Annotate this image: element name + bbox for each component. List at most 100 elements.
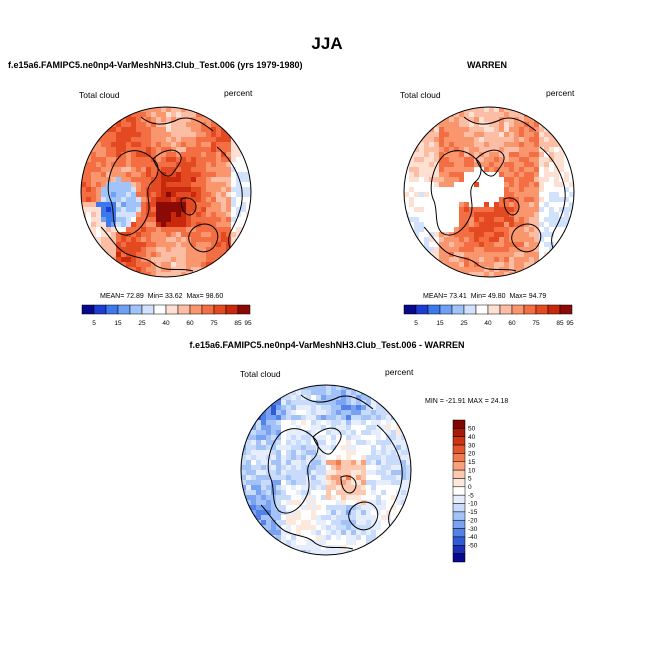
field-cell [306,455,312,461]
field-cell [519,137,525,143]
field-cell [391,495,397,501]
field-cell [216,212,222,218]
field-cell [439,257,445,263]
field-cell [301,540,307,546]
coastline [511,223,542,253]
field-cell [201,162,207,168]
field-cell [554,167,560,173]
field-cell [356,445,362,451]
field-cell [116,167,122,173]
field-cell [126,242,132,248]
field-cell [161,217,167,223]
field-cell [454,162,460,168]
field-cell [409,202,415,208]
field-cell [559,222,565,228]
field-cell [504,152,510,158]
field-cell [176,217,182,223]
field-cell [519,187,525,193]
field-cell [356,440,362,446]
field-cell [459,232,465,238]
field-cell [326,430,332,436]
field-cell [494,132,500,138]
field-cell [489,217,495,223]
field-cell [81,192,87,198]
field-cell [509,182,515,188]
field-cell [136,127,142,133]
field-cell [191,127,197,133]
field-cell [136,257,142,263]
field-cell [86,217,92,223]
field-cell [201,202,207,208]
field-cell [321,425,327,431]
field-cell [271,470,277,476]
field-cell [381,495,387,501]
field-cell [286,435,292,441]
field-cell [504,167,510,173]
field-cell [96,207,102,213]
field-cell [336,530,342,536]
field-cell [171,147,177,153]
field-cell [444,147,450,153]
field-cell [246,157,251,163]
field-cell [101,147,107,153]
field-cell [454,142,460,148]
field-cell [409,232,415,238]
field-cell [241,177,247,183]
field-cell [211,222,217,228]
field-cell [331,550,337,555]
field-cell [381,440,387,446]
field-cell [201,192,207,198]
field-cell [241,435,247,441]
field-cell [544,152,550,158]
field-cell [529,237,535,243]
field-cell [439,247,445,253]
field-cell [216,202,222,208]
field-cell [396,425,402,431]
field-cell [474,127,480,133]
missing-cell [444,227,450,233]
field-cell [499,127,505,133]
map-boundary [240,384,412,556]
field-cell [331,515,337,521]
field-cell [544,147,550,153]
field-cell [241,485,247,491]
field-cell [439,237,445,243]
field-cell [474,182,480,188]
field-cell [226,192,232,198]
field-cell [296,520,302,526]
field-cell [151,162,157,168]
field-cell [121,242,127,248]
field-cell [261,480,267,486]
field-cell [126,207,132,213]
field-cell [534,147,540,153]
field-cell [439,127,445,133]
field-cell [439,122,445,128]
field-cell [246,500,252,506]
field-cell [381,410,387,416]
field-cell [371,460,377,466]
field-cell [116,172,122,178]
field-cell [316,440,322,446]
field-cell [371,485,377,491]
field-cell [509,117,515,123]
field-cell [246,172,251,178]
field-cell [241,465,247,471]
field-cell [544,247,550,253]
field-cell [326,515,332,521]
field-cell [474,247,480,253]
field-cell [346,520,352,526]
field-cell [161,147,167,153]
field-cell [131,202,137,208]
field-cell [529,162,535,168]
field-cell [141,257,147,263]
field-cell [206,227,212,233]
field-cell [181,142,187,148]
field-cell [121,237,127,243]
field-cell [489,257,495,263]
field-cell [346,505,352,511]
panel2-colorbar-swatch [547,304,561,315]
panel1-max: 98.60 [205,293,224,300]
field-cell [331,420,337,426]
field-cell [276,435,282,441]
field-cell [341,470,347,476]
